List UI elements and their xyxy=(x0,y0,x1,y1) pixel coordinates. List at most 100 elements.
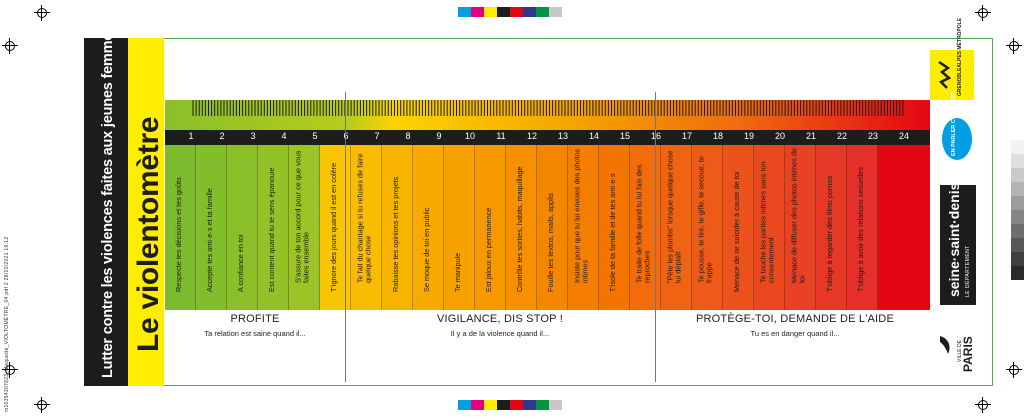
gauge-item-text: Est jaloux en permanence xyxy=(483,207,493,292)
registration-mark-right-top xyxy=(1006,38,1022,54)
section-title-vigilance: VIGILANCE, DIS STOP ! xyxy=(436,313,564,325)
gauge-item-8: Rabaisse tes opinions et tes projets xyxy=(382,145,413,310)
gauge-item-text: "Pète les plombs" lorsque quelque chose … xyxy=(665,150,683,284)
gauge-item-10: Te manipule xyxy=(444,145,475,310)
gauge-item-21: Menace de diffuser des photos intimes de… xyxy=(785,145,816,310)
gauge-number: 14 xyxy=(588,131,599,141)
violence-gauge: 123456789101112131415161718192021222324 … xyxy=(165,100,930,310)
gauge-number: 24 xyxy=(898,131,909,141)
gauge-item-text: S'assure de ton accord pour ce que vous … xyxy=(293,150,311,284)
color-calibration-bar-top xyxy=(458,7,562,17)
gauge-item-text: Accepte tes ami·e·s et ta famille xyxy=(204,187,214,292)
gauge-number: 7 xyxy=(374,131,380,141)
poster-title: Le violentomètre xyxy=(132,116,165,352)
registration-mark-bottom-right xyxy=(975,397,991,413)
section-subtitle-vigilance: Il y a de la violence quand il... xyxy=(450,329,550,338)
gauge-number: 20 xyxy=(774,131,785,141)
paris-logo-main: PARIS xyxy=(961,336,975,372)
gauge-number: 5 xyxy=(312,131,318,141)
section-subtitle-protege-toi: Tu es en danger quand il... xyxy=(750,329,840,338)
gauge-item-11: Est jaloux en permanence xyxy=(475,145,506,310)
gauge-item-text: Insiste pour que tu lui envoies des phot… xyxy=(572,149,590,284)
grenoble-metropole-logo: GRENOBLEALPES MÉTROPOLE xyxy=(930,18,974,100)
gauge-number: 12 xyxy=(526,131,537,141)
registration-mark-left-bottom xyxy=(2,362,18,378)
gauge-item-text: T'oblige à avoir des relations sexuelles xyxy=(855,166,865,292)
gauge-number-strip: 123456789101112131415161718192021222324 xyxy=(165,130,930,145)
metropole-emblem-icon xyxy=(938,60,952,89)
gauge-number: 3 xyxy=(250,131,256,141)
gauge-item-text: Fouille tes textos, mails, applis xyxy=(545,192,555,292)
subtitle-band xyxy=(84,38,128,386)
paris-ship-icon xyxy=(940,336,950,354)
en-parler-logo-text: EN PARLER C'EST AGIR xyxy=(951,92,957,156)
seine-saint-denis-logo: seine·saint·denis LE DÉPARTEMENT xyxy=(940,182,976,305)
gauge-ruler xyxy=(165,100,930,130)
gauge-item-15: T'isole de ta famille et de tes ami·e·s xyxy=(599,145,630,310)
gauge-number: 17 xyxy=(681,131,692,141)
gauge-item-6: T'ignore des jours quand il est en colèr… xyxy=(320,145,351,310)
registration-mark-bottom-left xyxy=(34,397,50,413)
gauge-number: 4 xyxy=(281,131,287,141)
gauge-item-text: Se moque de toi en public xyxy=(421,207,431,292)
gauge-item-17: "Pète les plombs" lorsque quelque chose … xyxy=(661,145,692,310)
gauge-item-5: S'assure de ton accord pour ce que vous … xyxy=(289,145,320,310)
section-title-profite: PROFITE xyxy=(230,313,280,325)
en-parler-logo: EN PARLER C'EST AGIR xyxy=(942,92,972,160)
gauge-number: 8 xyxy=(405,131,411,141)
gauge-item-13: Fouille tes textos, mails, applis xyxy=(537,145,568,310)
gauge-item-16: Te traite de folle quand tu lui fais des… xyxy=(630,145,661,310)
gauge-number: 11 xyxy=(496,131,506,141)
gauge-number: 1 xyxy=(188,131,194,141)
paris-logo: VILLE DE PARIS xyxy=(940,322,975,378)
ssd-logo-sub: LE DÉPARTEMENT xyxy=(965,245,971,297)
gauge-item-text: T'oblige à regarder des films pornos xyxy=(824,175,834,292)
gauge-item-3: A confiance en toi xyxy=(227,145,258,310)
gauge-number: 22 xyxy=(836,131,847,141)
gauge-item-text: T'isole de ta famille et de tes ami·e·s xyxy=(607,173,617,292)
gauge-item-19: Menace de se suicider à cause de toi xyxy=(723,145,754,310)
grey-calibration-bar xyxy=(1011,140,1024,280)
gauge-item-text: Te pousse, te tire, te gifle, te secoue,… xyxy=(696,156,714,284)
gauge-number: 23 xyxy=(867,131,878,141)
gauge-item-text: A confiance en toi xyxy=(235,234,245,292)
gauge-item-1: Respecte tes décisions et tes goûts xyxy=(165,145,196,310)
gauge-item-23: T'oblige à avoir des relations sexuelles xyxy=(847,145,878,310)
gauge-item-text: Te touche les parties intimes sans ton c… xyxy=(758,161,776,284)
registration-mark-right-bottom xyxy=(1006,362,1022,378)
gauge-number: 15 xyxy=(619,131,630,141)
gauge-item-2: Accepte tes ami·e·s et ta famille xyxy=(196,145,227,310)
gauge-number: 6 xyxy=(336,131,356,141)
registration-mark-top-left xyxy=(34,5,50,21)
gauge-item-text: Rabaisse tes opinions et tes projets xyxy=(390,176,400,292)
section-subtitle-profite: Ta relation est saine quand il... xyxy=(204,329,306,338)
gauge-number: 9 xyxy=(436,131,442,141)
gauge-item-7: Te fait du chantage si tu refuses de fai… xyxy=(351,145,382,310)
gauge-item-text: Respecte tes décisions et tes goûts xyxy=(173,176,183,292)
gauge-item-text: Te fait du chantage si tu refuses de fai… xyxy=(355,154,373,284)
gauge-item-22: T'oblige à regarder des films pornos xyxy=(816,145,847,310)
color-calibration-bar-bottom xyxy=(458,400,562,410)
print-file-info: m16354307823_Maquette_VIOLTOMÈTRE_04.pdf… xyxy=(4,236,10,412)
gauge-item-14: Insiste pour que tu lui envoies des phot… xyxy=(568,145,599,310)
gauge-number: 18 xyxy=(712,131,723,141)
gauge-number: 21 xyxy=(805,131,816,141)
section-divider-2 xyxy=(655,92,656,382)
registration-mark-top-right xyxy=(975,5,991,21)
gauge-item-text: Te manipule xyxy=(452,252,462,292)
gauge-item-4: Est content quand tu te sens épanouie xyxy=(258,145,289,310)
gauge-number: 13 xyxy=(557,131,568,141)
gauge-number: 10 xyxy=(464,131,475,141)
gauge-item-12: Contrôle tes sorties, habits, maquillage xyxy=(506,145,537,310)
poster-subtitle: Lutter contre les violences faites aux j… xyxy=(100,24,116,378)
title-band xyxy=(128,38,164,386)
gauge-item-text: Menace de se suicider à cause de toi xyxy=(731,171,741,292)
gauge-item-text: Menace de diffuser des photos intimes de… xyxy=(789,148,807,284)
gauge-item-text: Te traite de folle quand tu lui fais des… xyxy=(634,164,652,284)
registration-mark-left-top xyxy=(2,38,18,54)
section-title-protege-toi: PROTÈGE-TOI, DEMANDE DE L'AIDE xyxy=(696,313,894,325)
gauge-number: 2 xyxy=(219,131,225,141)
ssd-logo-main: seine·saint·denis xyxy=(946,182,962,297)
gauge-item-18: Te pousse, te tire, te gifle, te secoue,… xyxy=(692,145,723,310)
gauge-end-cap xyxy=(878,145,930,310)
